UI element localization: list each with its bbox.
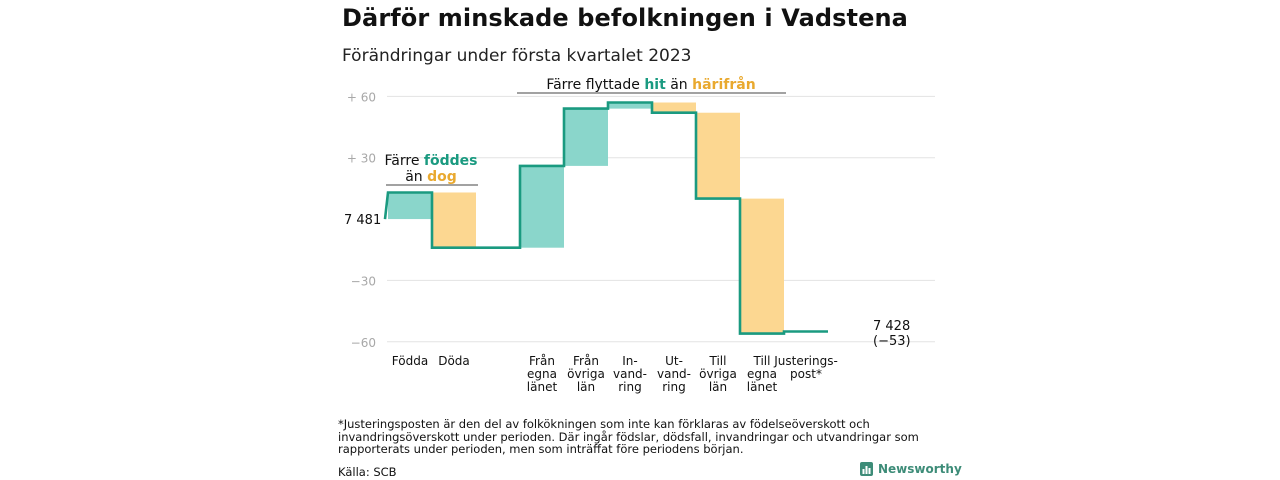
category-label: län bbox=[709, 380, 727, 394]
start-value-label: 7 481 bbox=[344, 213, 381, 228]
y-tick-label: + 60 bbox=[347, 90, 376, 104]
y-tick-label: + 30 bbox=[347, 152, 376, 166]
y-tick-label: −30 bbox=[351, 274, 376, 288]
bar bbox=[520, 165, 564, 248]
category-label: ring bbox=[618, 380, 642, 394]
category-label: ring bbox=[662, 380, 686, 394]
bar-chart-logo-icon bbox=[860, 462, 873, 476]
bar bbox=[432, 192, 476, 248]
category-label: vand- bbox=[657, 367, 691, 381]
category-label: In- bbox=[622, 354, 637, 368]
category-label: län bbox=[577, 380, 595, 394]
bar bbox=[652, 102, 696, 113]
category-label: Till bbox=[709, 354, 727, 368]
category-label: vand- bbox=[613, 367, 647, 381]
bars bbox=[388, 102, 784, 334]
category-label: Från bbox=[573, 354, 599, 368]
y-axis-ticks: + 60 + 30 −30 −60 bbox=[347, 90, 376, 349]
end-change-label: (−53) bbox=[873, 334, 911, 349]
annotation-births-deaths-line2: än dog bbox=[405, 169, 457, 185]
chart-subtitle: Förändringar under första kvartalet 2023 bbox=[342, 46, 692, 66]
category-label: post* bbox=[790, 367, 822, 381]
category-label: Till bbox=[753, 354, 771, 368]
category-label: övriga bbox=[567, 367, 605, 381]
category-label: länet bbox=[747, 380, 778, 394]
category-label: Födda bbox=[392, 354, 428, 368]
annotation-migration: Färre flyttade hit än härifrån bbox=[546, 76, 755, 93]
chart-title: Därför minskade befolkningen i Vadstena bbox=[342, 4, 908, 32]
y-tick-label: −60 bbox=[351, 336, 376, 350]
category-label: Från bbox=[529, 354, 555, 368]
grid-lines bbox=[387, 95, 935, 343]
end-value-label: 7 428 bbox=[873, 319, 910, 334]
footnote: *Justeringsposten är den del av folkökni… bbox=[338, 417, 919, 456]
category-label: egna bbox=[747, 367, 777, 381]
category-label: övriga bbox=[699, 367, 737, 381]
category-label: egna bbox=[527, 367, 557, 381]
bar bbox=[696, 112, 740, 199]
bar bbox=[608, 102, 652, 109]
bar bbox=[740, 198, 784, 334]
category-label: Döda bbox=[438, 354, 470, 368]
value-labels: 7 481 7 428 (−53) bbox=[344, 213, 911, 349]
waterfall-chart: + 60+ 30−30−60 Födda Döda FrånegnalänetFrå… bbox=[344, 76, 935, 394]
brand-name: Newsworthy bbox=[878, 462, 962, 476]
brand[interactable]: Newsworthy bbox=[860, 462, 962, 476]
bar bbox=[388, 192, 432, 220]
running-total-line bbox=[383, 101, 828, 335]
bar bbox=[564, 108, 608, 166]
source-note: Källa: SCB bbox=[338, 465, 397, 479]
category-labels: Födda Döda FrånegnalänetFrånövrigalänIn-va… bbox=[392, 354, 838, 394]
annotation-births-deaths-line1: Färre föddes bbox=[385, 153, 478, 169]
category-label: länet bbox=[527, 380, 558, 394]
category-label: Ut- bbox=[665, 354, 683, 368]
category-label: Justerings- bbox=[773, 354, 838, 368]
